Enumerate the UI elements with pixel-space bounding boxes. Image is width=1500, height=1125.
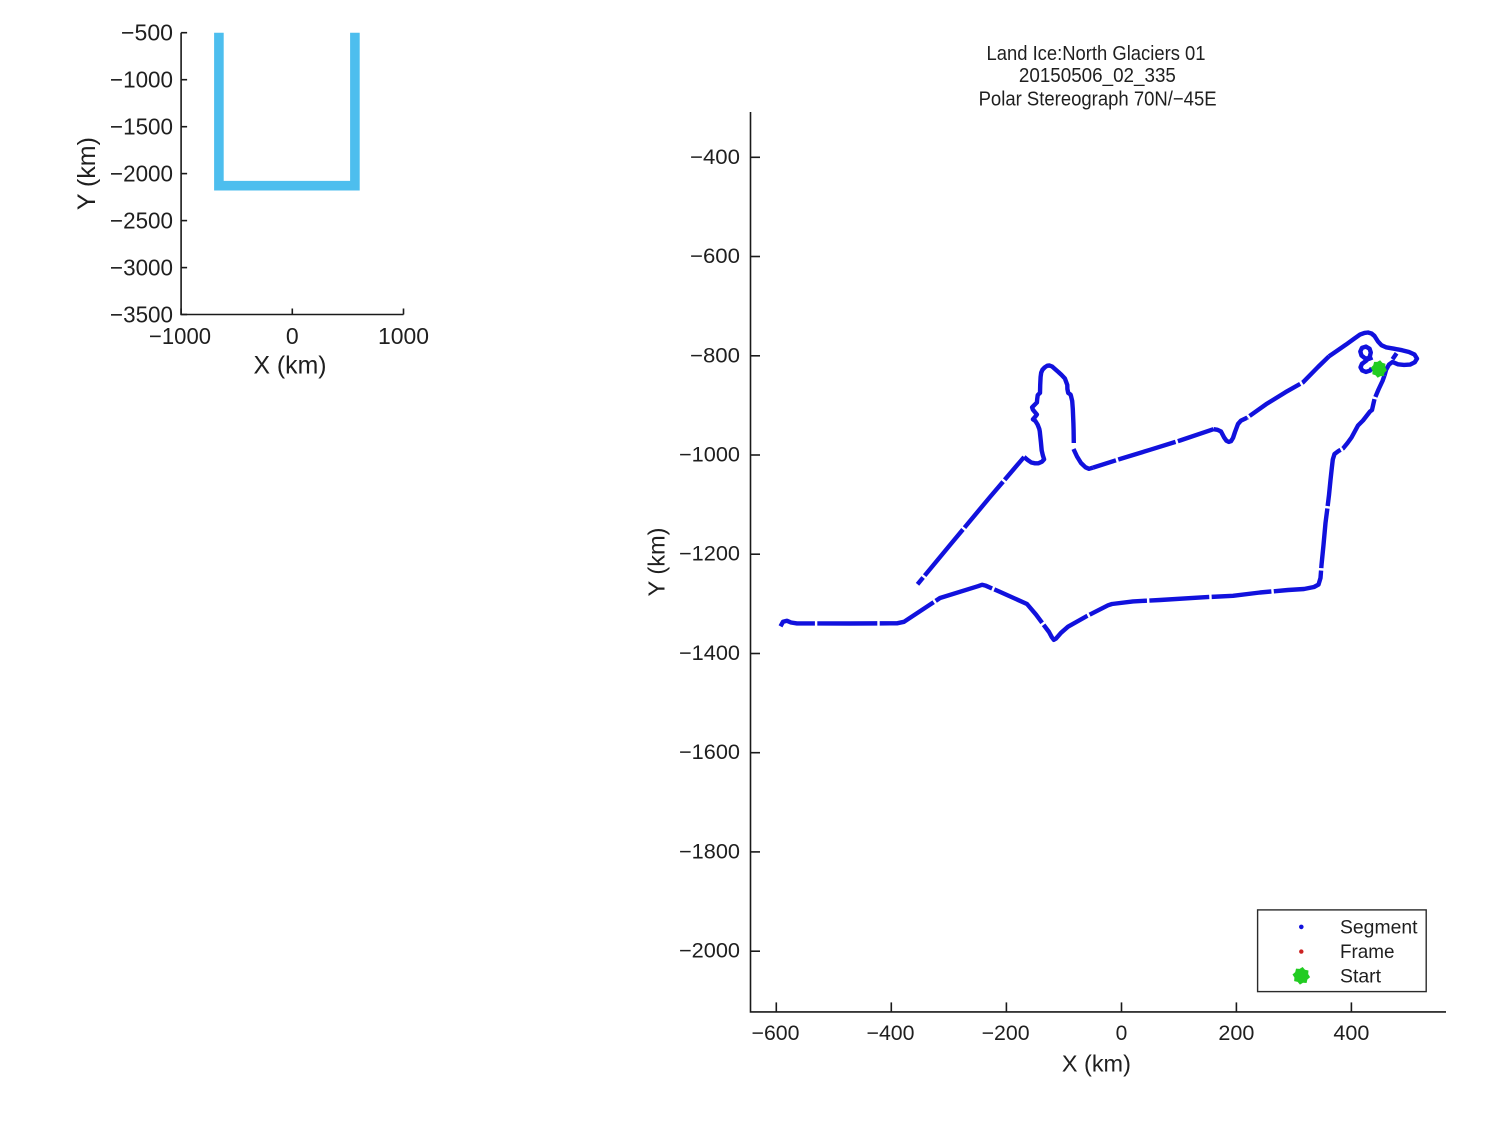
svg-text:−400: −400 xyxy=(867,1022,915,1045)
svg-text:−600: −600 xyxy=(690,245,740,268)
svg-text:X (km): X (km) xyxy=(1062,1051,1131,1077)
svg-text:Frame: Frame xyxy=(1340,941,1395,963)
svg-text:−500: −500 xyxy=(121,20,173,46)
svg-text:Y (km): Y (km) xyxy=(73,137,101,210)
svg-text:−1800: −1800 xyxy=(679,840,740,863)
svg-text:−400: −400 xyxy=(690,146,740,169)
svg-text:−1400: −1400 xyxy=(679,642,740,665)
svg-text:Segment: Segment xyxy=(1340,916,1418,938)
svg-text:20150506_02_335: 20150506_02_335 xyxy=(1019,65,1176,87)
svg-text:−200: −200 xyxy=(982,1022,1030,1045)
svg-text:−1000: −1000 xyxy=(679,444,740,467)
svg-text:−1200: −1200 xyxy=(679,543,740,566)
svg-text:−2000: −2000 xyxy=(679,940,740,963)
svg-text:0: 0 xyxy=(286,323,299,349)
svg-text:0: 0 xyxy=(1116,1022,1128,1045)
svg-text:−1600: −1600 xyxy=(679,741,740,764)
svg-text:−600: −600 xyxy=(752,1022,800,1045)
svg-text:−2500: −2500 xyxy=(110,208,173,234)
svg-text:−3000: −3000 xyxy=(110,255,173,281)
svg-text:X (km): X (km) xyxy=(254,352,327,380)
svg-text:200: 200 xyxy=(1218,1022,1254,1045)
svg-text:Start: Start xyxy=(1340,965,1382,987)
svg-text:1000: 1000 xyxy=(378,323,429,349)
svg-text:−800: −800 xyxy=(690,344,740,367)
svg-text:Land Ice:North Glaciers 01: Land Ice:North Glaciers 01 xyxy=(987,43,1206,65)
svg-text:400: 400 xyxy=(1333,1022,1369,1045)
svg-text:Y (km): Y (km) xyxy=(644,528,670,597)
svg-text:−1500: −1500 xyxy=(110,114,173,140)
svg-text:−1000: −1000 xyxy=(110,67,173,93)
svg-text:−3500: −3500 xyxy=(110,302,173,328)
svg-text:−1000: −1000 xyxy=(149,323,211,349)
svg-text:−2000: −2000 xyxy=(110,161,173,187)
svg-text:Polar Stereograph 70N/−45E: Polar Stereograph 70N/−45E xyxy=(979,88,1217,110)
